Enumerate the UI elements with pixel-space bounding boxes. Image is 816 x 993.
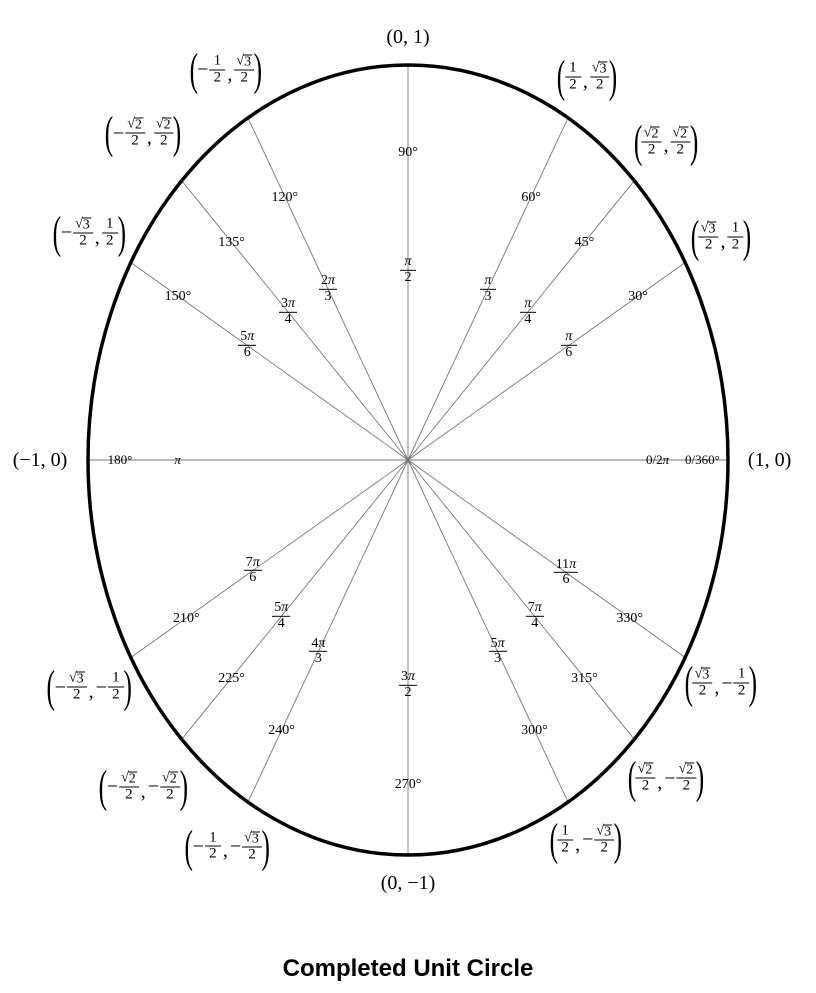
rad-label-330: 11π6 [554,557,579,587]
rad-label-135: 3π4 [279,297,297,327]
rad-label-30: π6 [561,330,577,360]
coord-label-240: (−12,−√32) [185,828,269,865]
ray-210 [131,460,408,658]
deg-label-270: 270° [395,776,422,792]
rad-label-120: 2π3 [319,274,337,304]
deg-label-150: 150° [165,288,192,304]
coord-label-0: (1, 0) [748,450,791,470]
ray-225 [182,460,408,739]
unit-circle-diagram: 0/2π 0/360° (1, 0) 30° π6 (√32,12) 45° π4 (√22,√… [0,0,816,993]
rad-label-180: π [174,452,181,468]
rad-label-210: 7π6 [244,555,262,585]
deg-label-225: 225° [218,670,245,686]
coord-label-315: (√22,−√22) [628,760,703,797]
deg-label-210: 210° [173,610,200,626]
deg-label-180: 180° [108,452,133,468]
rad-label-315: 7π4 [526,601,544,631]
coord-label-300: (12,−√32) [550,821,622,858]
diagram-title: Completed Unit Circle [0,955,816,983]
coord-label-30: (√32,12) [691,218,750,255]
deg-label-60: 60° [521,189,541,205]
coord-label-150: (−√32,12) [53,214,125,251]
coord-label-120: (−12,√32) [190,52,262,89]
deg-label-135: 135° [218,234,245,250]
deg-label-45: 45° [575,234,595,250]
deg-label-240: 240° [268,722,295,738]
deg-label-120: 120° [271,189,298,205]
ray-315 [408,460,634,739]
coord-label-330: (√32,−12) [685,665,757,702]
coord-label-270: (0, −1) [381,873,436,893]
rad-label-90: π2 [400,255,416,285]
deg-label-0: 0/360° [685,452,720,468]
coord-label-90: (0, 1) [386,27,429,47]
ray-300 [408,460,568,802]
coord-label-180: (−1, 0) [13,450,68,470]
rad-label-300: 5π3 [489,636,507,666]
rad-label-150: 5π6 [238,330,256,360]
rad-label-240: 4π3 [309,636,327,666]
coord-label-225: (−√22,−√22) [99,768,187,805]
deg-label-315: 315° [571,670,598,686]
rad-label-60: π3 [480,274,496,304]
coord-label-210: (−√32,−12) [47,669,131,706]
ray-330 [408,460,685,658]
deg-label-90: 90° [398,144,418,160]
coord-label-60: (12,√32) [558,58,617,95]
rad-label-0: 0/2π [646,452,669,468]
deg-label-300: 300° [521,722,548,738]
deg-label-30: 30° [628,288,648,304]
rad-label-270: 3π2 [399,670,417,700]
deg-label-330: 330° [616,610,643,626]
coord-label-45: (√22,√22) [634,123,697,160]
coord-label-135: (−√22,√22) [106,115,181,152]
rad-label-225: 5π4 [272,601,290,631]
rad-label-45: π4 [520,297,536,327]
